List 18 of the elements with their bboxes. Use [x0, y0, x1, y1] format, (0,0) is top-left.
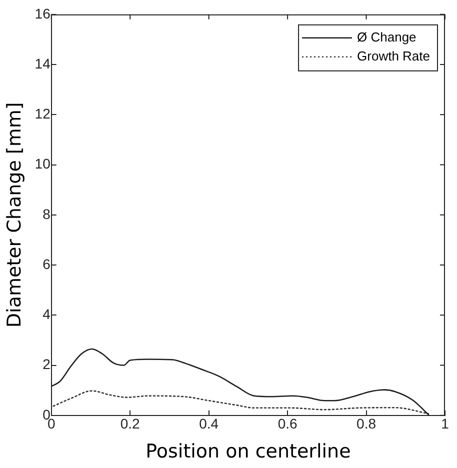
- legend-label: Ø Change: [357, 29, 416, 44]
- x-tick-label: 0.4: [199, 416, 219, 432]
- legend-label: Growth Rate: [357, 48, 430, 64]
- y-tick-label: 12: [34, 106, 51, 122]
- x-axis-title: Position on centerline: [146, 440, 351, 463]
- line-series: [52, 390, 430, 414]
- x-tick-label: 0.6: [278, 416, 298, 432]
- y-axis-title: Diameter Change [mm]: [3, 102, 26, 328]
- y-tick-label: 10: [34, 156, 51, 172]
- y-tick-label: 4: [42, 306, 51, 322]
- x-tick-label: 0.8: [356, 416, 376, 432]
- y-tick-label: 6: [42, 256, 51, 272]
- x-tick-label: 0.2: [120, 416, 140, 432]
- y-tick-label: 16: [34, 5, 51, 22]
- y-tick-label: 14: [34, 55, 51, 72]
- y-tick-label: 2: [42, 356, 51, 372]
- y-tick-label: 8: [42, 206, 51, 222]
- x-tick-label: 1: [441, 416, 450, 432]
